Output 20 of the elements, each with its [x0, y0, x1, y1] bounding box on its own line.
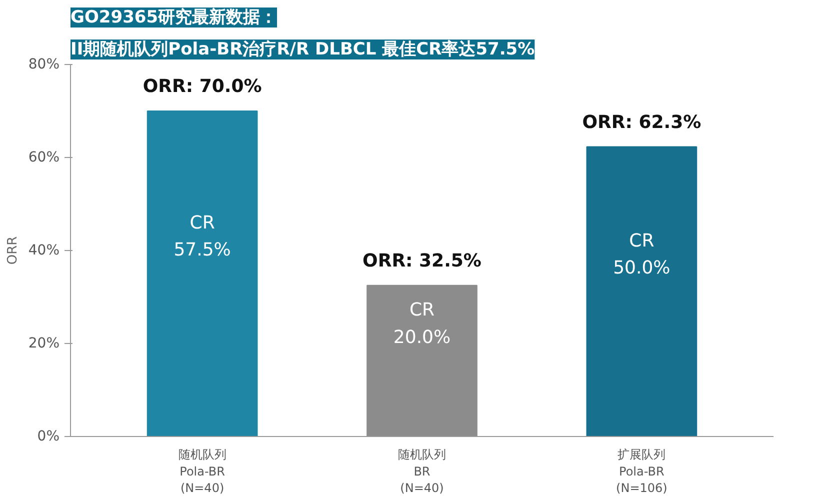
data-label: ORR: 70.0% — [142, 76, 262, 98]
bar — [366, 284, 478, 436]
y-tick-label: 20% — [28, 336, 60, 352]
y-axis-title: ORR — [5, 236, 20, 265]
chart-title: GO29365研究最新数据： — [70, 8, 278, 28]
y-tick-label: 0% — [37, 428, 60, 444]
bar — [146, 110, 258, 436]
data-label: ORR: 32.5% — [362, 250, 482, 272]
x-tick-label: 扩展队列 Pola-BR (N=106) — [616, 448, 668, 496]
bar — [586, 146, 698, 436]
y-tick-label: 40% — [28, 242, 60, 258]
y-tick-label: 80% — [28, 56, 60, 72]
chart-subtitle: II期随机队列Pola-BR治疗R/R DLBCL 最佳CR率达57.5% — [70, 40, 535, 60]
y-tick-label: 60% — [28, 150, 60, 166]
x-tick-label: 随机队列 BR (N=40) — [398, 448, 446, 496]
annotation: CR 50.0% — [613, 230, 670, 279]
data-label: ORR: 62.3% — [582, 112, 702, 133]
annotation: CR 57.5% — [174, 212, 231, 261]
x-tick-label: 随机队列 Pola-BR (N=40) — [178, 448, 226, 496]
annotation: CR 20.0% — [393, 300, 451, 348]
